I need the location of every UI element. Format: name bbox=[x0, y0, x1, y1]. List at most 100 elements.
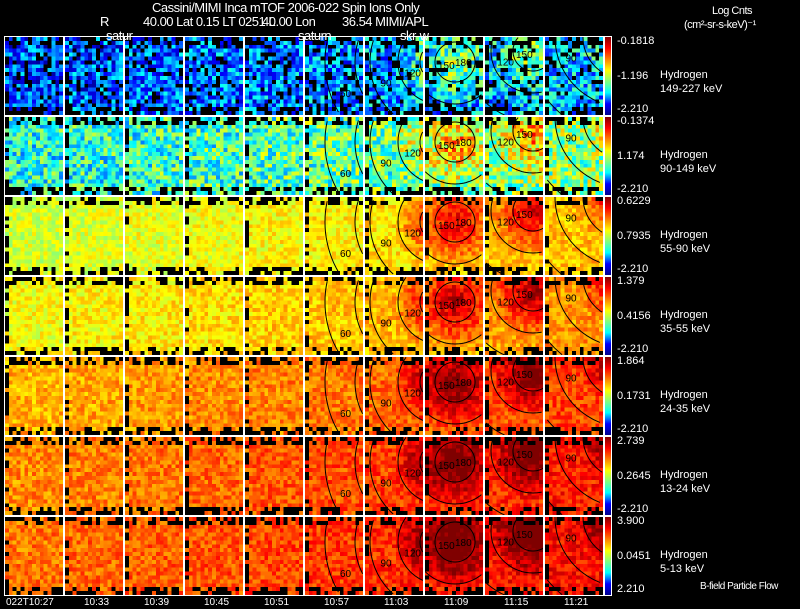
distribution-panel: 60 bbox=[304, 196, 364, 276]
units-line2: (cm²-sr-s-keV)⁻¹ bbox=[684, 19, 756, 31]
units-line1: Log Cnts bbox=[712, 5, 753, 17]
time-tick-label: 10:57 bbox=[324, 597, 350, 608]
pitch-angle-contours bbox=[185, 37, 243, 115]
contour-line bbox=[490, 117, 542, 174]
contour-label: 150 bbox=[438, 141, 455, 152]
contour-line bbox=[512, 197, 543, 232]
colorbar-cmid-label: 0.7935 bbox=[617, 230, 651, 242]
intensity-map bbox=[365, 197, 423, 275]
contour-label: 150 bbox=[438, 381, 455, 392]
contour-line bbox=[512, 117, 543, 152]
intensity-map bbox=[485, 37, 543, 115]
pitch-angle-contours bbox=[125, 517, 183, 595]
intensity-map bbox=[545, 277, 603, 355]
contour-label: 90 bbox=[566, 534, 578, 545]
contour-line bbox=[554, 277, 601, 343]
contour-line bbox=[490, 517, 542, 574]
time-tick-label: 10:39 bbox=[144, 597, 170, 608]
distribution-panel bbox=[64, 276, 124, 356]
distribution-panel bbox=[64, 196, 124, 276]
colorbar-cmax-label: 0.6229 bbox=[617, 195, 651, 207]
pitch-angle-contours bbox=[245, 357, 303, 435]
pitch-angle-contours bbox=[125, 197, 183, 275]
pitch-angle-contours bbox=[185, 357, 243, 435]
contour-line bbox=[490, 197, 542, 254]
pitch-angle-contours: 90 bbox=[546, 437, 603, 515]
intensity-map bbox=[425, 357, 483, 435]
contour-line bbox=[434, 281, 476, 323]
distribution-panel bbox=[124, 116, 184, 196]
contour-label: 60 bbox=[340, 249, 352, 260]
distribution-panel bbox=[4, 276, 64, 356]
overlay-label-3: skr-w bbox=[400, 28, 429, 43]
distribution-panel bbox=[184, 196, 244, 276]
contour-line bbox=[546, 579, 563, 595]
contour-label: 150 bbox=[516, 130, 533, 141]
distribution-panel bbox=[124, 276, 184, 356]
colorbar-cmin-label: -2.210 bbox=[617, 183, 649, 195]
contour-line bbox=[397, 277, 423, 341]
subtitle-lon: 40.00 Lon bbox=[262, 14, 316, 29]
colorbar-cmid-label: 0.2645 bbox=[617, 470, 651, 482]
colorbar bbox=[604, 276, 612, 356]
contour-line bbox=[582, 277, 603, 313]
subtitle-val: 36.54 MIMI/APL bbox=[342, 14, 429, 29]
distribution-panel: 90 120 bbox=[364, 356, 424, 436]
distribution-panel: 90 bbox=[544, 276, 604, 356]
distribution-panel: 120 150 bbox=[484, 436, 544, 516]
pitch-angle-contours: 90 bbox=[546, 357, 603, 435]
contour-label: 120 bbox=[404, 469, 421, 480]
distribution-panel: 120 150 bbox=[484, 116, 544, 196]
contour-line bbox=[419, 291, 423, 313]
pitch-angle-contours bbox=[245, 517, 303, 595]
subtitle-lat: 40.00 Lat 0.15 LT 0251 L bbox=[143, 14, 276, 29]
contour-line bbox=[546, 259, 563, 275]
intensity-map bbox=[185, 117, 243, 195]
contour-line bbox=[434, 441, 476, 483]
pitch-angle-contours bbox=[5, 357, 63, 435]
contour-line bbox=[434, 41, 476, 83]
pitch-angle-contours bbox=[65, 117, 123, 195]
distribution-panel: 150 180 bbox=[424, 36, 484, 116]
colorbar bbox=[604, 196, 612, 276]
contour-label: 120 bbox=[497, 458, 514, 469]
species-label: Hydrogen bbox=[660, 309, 708, 321]
contour-label: 150 bbox=[516, 450, 533, 461]
contour-line bbox=[425, 91, 482, 105]
distribution-panel bbox=[64, 36, 124, 116]
pitch-angle-contours bbox=[185, 197, 243, 275]
pitch-angle-contours: 90 bbox=[546, 197, 603, 275]
pitch-angle-contours: 90 120 bbox=[369, 37, 423, 115]
contour-label: 60 bbox=[340, 329, 352, 340]
intensity-map bbox=[485, 197, 543, 275]
time-tick-label: 10:45 bbox=[204, 597, 230, 608]
intensity-map bbox=[485, 117, 543, 195]
contour-line bbox=[369, 520, 394, 595]
contour-label: 150 bbox=[516, 530, 533, 541]
distribution-panel bbox=[4, 36, 64, 116]
distribution-panel: 120 150 bbox=[484, 356, 544, 436]
row-label: Hydrogen 24-35 keV bbox=[660, 388, 710, 416]
intensity-map bbox=[125, 117, 183, 195]
intensity-map bbox=[545, 357, 603, 435]
time-tick-label: 10:51 bbox=[264, 597, 290, 608]
time-tick-label: 11:15 bbox=[504, 597, 529, 608]
pitch-angle-contours bbox=[5, 277, 63, 355]
row-label: Hydrogen 5-13 keV bbox=[660, 548, 708, 576]
intensity-map bbox=[185, 437, 243, 515]
species-label: Hydrogen bbox=[660, 149, 708, 161]
colorbar bbox=[604, 356, 612, 436]
distribution-panel bbox=[4, 116, 64, 196]
pitch-angle-contours bbox=[125, 437, 183, 515]
intensity-map bbox=[245, 197, 303, 275]
contour-line bbox=[354, 280, 363, 335]
contour-line bbox=[397, 437, 423, 501]
contour-line bbox=[324, 441, 339, 513]
contour-label: 120 bbox=[497, 218, 514, 229]
species-label: Hydrogen bbox=[660, 229, 708, 241]
intensity-map bbox=[305, 357, 363, 435]
contour-line bbox=[546, 499, 563, 515]
colorbar-cmin-label: -2.210 bbox=[617, 343, 649, 355]
intensity-map bbox=[485, 517, 543, 595]
